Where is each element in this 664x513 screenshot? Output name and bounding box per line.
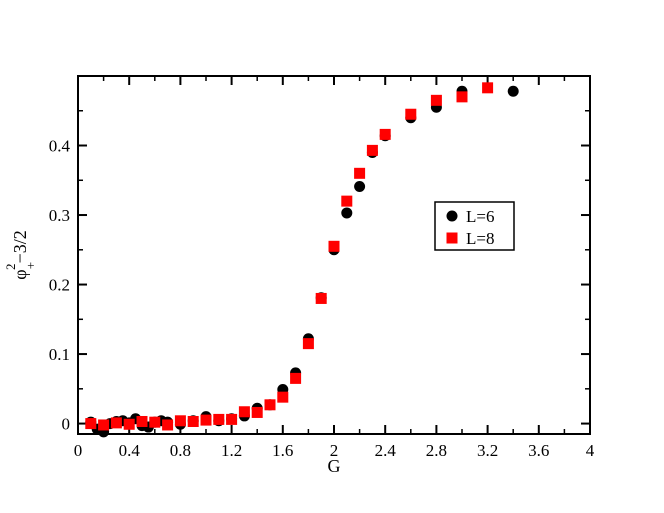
axis-ticks [77,76,591,434]
x-tick-label: 2.4 [375,441,397,460]
point-l8 [149,416,161,428]
point-l8 [315,292,327,304]
x-tick-label: 0 [74,441,83,460]
point-l8 [379,128,391,140]
point-l8 [277,391,289,403]
point-l6 [507,85,519,97]
y-label-base: φ [10,269,30,279]
x-tick-label: 2 [330,441,339,460]
point-l8 [251,406,263,418]
y-axis-label: φ+2−3/2 [3,230,38,279]
point-l8 [174,415,186,427]
legend-box [434,201,515,251]
x-tick-label: 4 [586,441,595,460]
point-l8 [162,419,174,431]
point-l8 [238,406,250,418]
y-tick-label: 0.3 [49,206,70,225]
x-axis-label: G [328,456,341,476]
y-tick-label: 0 [62,415,71,434]
point-l8 [123,418,135,430]
legend-label-l6: L=6 [466,207,494,226]
point-l6 [341,207,353,219]
point-l8 [405,108,417,120]
point-l8 [290,372,302,384]
point-l8 [456,91,468,103]
point-l8 [430,94,442,106]
point-l8 [98,419,110,431]
y-tick-label: 0.4 [49,137,71,156]
y-tick-label: 0.1 [49,345,70,364]
data-marks [85,82,519,438]
point-l8 [200,414,212,426]
point-l8 [302,338,314,350]
point-l8 [110,417,122,429]
point-l8 [482,82,494,94]
point-l8 [213,413,225,425]
y-tick-label: 0.2 [49,276,70,295]
x-tick-label: 1.2 [221,441,242,460]
legend-marker-l8 [446,232,458,244]
y-label-tail: −3/2 [10,230,30,263]
point-l8 [341,195,353,207]
legend-marker-l6 [446,210,458,222]
point-l8 [226,413,238,425]
point-l8 [366,144,378,156]
axis-tick-labels: 0 0.4 0.8 1.2 1.6 2 2.4 2.8 3.2 3.6 4 0 0.1 0.2 0.3 0.4 [49,137,595,460]
x-tick-label: 0.4 [119,441,141,460]
x-tick-label: 2.8 [426,441,447,460]
x-tick-label: 3.6 [528,441,549,460]
legend-label-l8: L=8 [466,229,494,248]
x-tick-label: 1.6 [272,441,293,460]
point-l8 [187,415,199,427]
x-tick-label: 3.2 [477,441,498,460]
point-l8 [328,240,340,252]
y-label-superscript: 2 [3,263,18,270]
x-tick-label: 0.8 [170,441,191,460]
legend: L=6 L=8 [434,201,515,251]
point-l6 [354,181,366,193]
point-l8 [136,415,148,427]
point-l8 [85,418,97,430]
y-label-subscript: + [23,262,38,269]
point-l8 [264,399,276,411]
point-l8 [354,167,366,179]
